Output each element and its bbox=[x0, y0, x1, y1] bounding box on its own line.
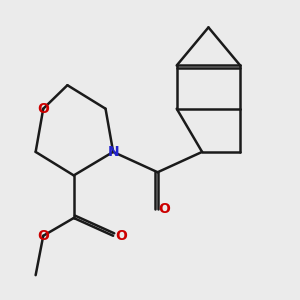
Text: N: N bbox=[107, 145, 119, 159]
Text: O: O bbox=[37, 102, 49, 116]
Text: O: O bbox=[115, 229, 127, 243]
Text: O: O bbox=[158, 202, 170, 216]
Text: O: O bbox=[37, 229, 49, 243]
